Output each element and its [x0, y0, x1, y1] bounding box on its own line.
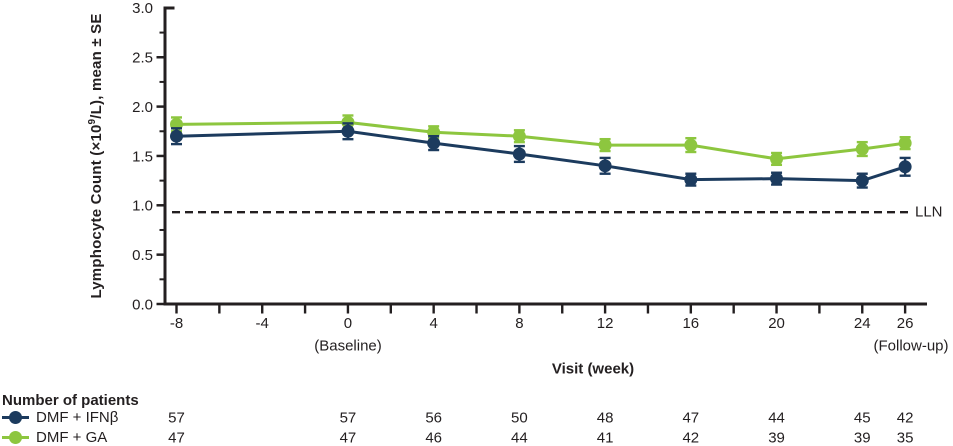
legend-row-dmf-ga: DMF + GA — [2, 427, 107, 446]
patients-count: 44 — [511, 430, 528, 446]
y-tick-label: 2.0 — [132, 99, 153, 116]
y-tick-label: 1.0 — [132, 198, 153, 215]
data-point-marker — [512, 147, 526, 161]
patients-count: 44 — [768, 410, 785, 427]
patients-count: 57 — [168, 410, 185, 427]
data-point-marker — [170, 129, 183, 143]
y-axis-title-prefix: Lymphocyte Count (×10 — [88, 124, 105, 299]
x-tick-label: 0 — [344, 315, 352, 332]
patients-count: 57 — [340, 410, 357, 427]
data-point-marker — [855, 142, 869, 156]
baseline-annotation: (Baseline) — [314, 337, 382, 355]
followup-annotation: (Follow-up) — [873, 337, 949, 355]
data-point-marker — [770, 172, 784, 186]
data-point-marker — [770, 152, 784, 166]
y-tick-label: 1.5 — [132, 148, 153, 165]
data-point-marker — [598, 138, 612, 152]
y-tick-label: 0.0 — [132, 296, 153, 313]
x-axis-title: Visit (week) — [551, 360, 635, 378]
patients-count: 39 — [768, 430, 785, 446]
data-point-marker — [684, 173, 698, 187]
y-tick-label: 3.0 — [132, 0, 153, 17]
patients-count: 47 — [168, 430, 185, 446]
x-tick-label: -4 — [256, 315, 269, 332]
x-tick-label: 16 — [682, 315, 699, 332]
legend-label: DMF + GA — [36, 428, 108, 446]
series-marker-icon — [2, 410, 30, 424]
x-tick-label: 12 — [597, 315, 614, 332]
patients-count: 35 — [897, 430, 914, 446]
data-point-marker — [341, 124, 355, 138]
patients-count: 45 — [854, 410, 871, 427]
data-point-marker — [427, 136, 441, 150]
data-point-marker — [898, 136, 912, 150]
patients-count: 39 — [854, 430, 871, 446]
data-point-marker — [898, 160, 912, 174]
patients-count: 48 — [597, 410, 614, 427]
legend-row-dmf-ifnb: DMF + IFNβ — [2, 407, 118, 427]
patients-count: 42 — [897, 410, 914, 427]
data-point-marker — [855, 174, 869, 188]
legend-label: DMF + IFNβ — [36, 408, 119, 426]
patients-count: 50 — [511, 410, 528, 427]
series-dot-swatch — [9, 410, 22, 424]
patients-count: 56 — [425, 410, 442, 427]
y-axis-title-suffix: /L), mean ± SE — [88, 13, 105, 119]
x-tick-label: 8 — [515, 315, 523, 332]
y-tick-label: 2.5 — [132, 50, 153, 67]
patients-count: 46 — [425, 430, 442, 446]
lln-label: LLN — [915, 203, 943, 221]
series-line — [176, 120, 906, 161]
patients-count: 42 — [682, 430, 699, 446]
x-tick-label: 24 — [854, 315, 871, 332]
x-tick-label: 26 — [897, 315, 914, 332]
patients-count: 41 — [597, 430, 614, 446]
y-tick-label: 0.5 — [132, 247, 153, 264]
patients-table-header: Number of patients — [2, 392, 139, 409]
x-tick-label: 4 — [429, 315, 437, 332]
patients-count: 47 — [340, 430, 357, 446]
patients-count: 47 — [682, 410, 699, 427]
data-point-marker — [512, 129, 526, 143]
data-point-marker — [598, 159, 612, 173]
x-tick-label: -8 — [170, 315, 183, 332]
y-axis-title-superscript: 9 — [87, 118, 98, 125]
series-dot-swatch — [9, 430, 22, 444]
data-point-marker — [684, 138, 698, 152]
series-marker-icon — [2, 430, 30, 444]
y-axis-title: Lymphocyte Count (×109/L), mean ± SE — [87, 13, 105, 298]
x-tick-label: 20 — [768, 315, 785, 332]
